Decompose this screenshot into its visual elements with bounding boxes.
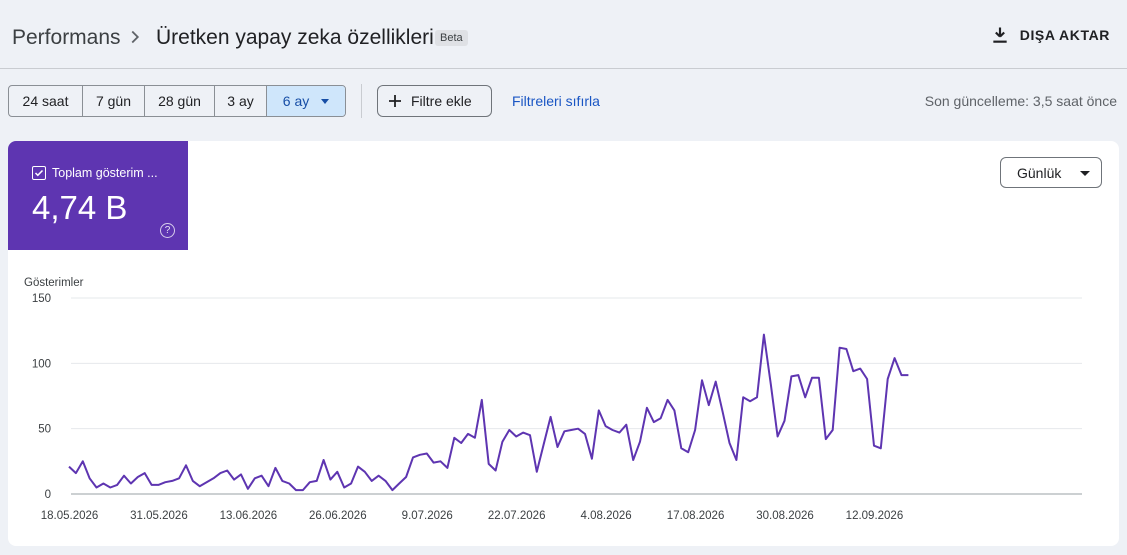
metric-label: Toplam gösterim ... xyxy=(52,166,158,180)
divider xyxy=(361,84,362,118)
last-updated-text: Son güncelleme: 3,5 saat önce xyxy=(924,93,1117,109)
export-label: DIŞA AKTAR xyxy=(1019,27,1110,43)
series-line xyxy=(68,333,909,492)
date-range-selector: 24 saat 7 gün 28 gün 3 ay 6 ay xyxy=(8,85,346,117)
x-tick-label: 13.06.2026 xyxy=(220,510,278,522)
range-label: 28 gün xyxy=(158,93,201,109)
page-header: Performans Üretken yapay zeka özellikler… xyxy=(0,0,1127,69)
page-title: Üretken yapay zeka özellikleri xyxy=(156,26,434,49)
range-24h[interactable]: 24 saat xyxy=(9,86,83,116)
y-axis-label: Gösterimler xyxy=(24,277,84,289)
breadcrumb-performance[interactable]: Performans xyxy=(12,26,121,49)
chevron-right-icon xyxy=(131,30,140,44)
beta-badge: Beta xyxy=(435,30,468,46)
range-7d[interactable]: 7 gün xyxy=(83,86,145,116)
add-filter-label: Filtre ekle xyxy=(411,93,472,109)
caret-down-icon xyxy=(1080,171,1090,176)
x-tick-label: 31.05.2026 xyxy=(130,510,188,522)
filter-bar: 24 saat 7 gün 28 gün 3 ay 6 ay Filtre ek… xyxy=(0,84,1127,118)
performance-card: Gösterimler 0 50 100 150 18.05.2026 31.05.2026… xyxy=(8,141,1119,546)
metric-value: 4,74 B xyxy=(32,189,128,226)
reset-filters-link[interactable]: Filtreleri sıfırla xyxy=(512,93,600,109)
checkbox-checked-icon[interactable] xyxy=(32,166,46,180)
y-tick-label: 100 xyxy=(32,358,51,370)
range-label: 24 saat xyxy=(22,93,69,109)
granularity-dropdown[interactable]: Günlük xyxy=(1000,157,1102,188)
range-28d[interactable]: 28 gün xyxy=(145,86,215,116)
range-3m[interactable]: 3 ay xyxy=(215,86,267,116)
granularity-label: Günlük xyxy=(1017,164,1062,181)
caret-down-icon xyxy=(321,98,330,104)
export-button[interactable]: DIŞA AKTAR xyxy=(990,25,1110,45)
range-label: 3 ay xyxy=(227,93,254,109)
x-tick-label: 12.09.2026 xyxy=(846,510,904,522)
y-tick-label: 150 xyxy=(32,293,51,305)
help-icon[interactable]: ? xyxy=(160,223,175,238)
y-tick-label: 50 xyxy=(38,424,51,436)
x-tick-label: 18.05.2026 xyxy=(41,510,99,522)
x-tick-label: 22.07.2026 xyxy=(488,510,546,522)
metric-total-impressions[interactable]: Toplam gösterim ... 4,74 B ? xyxy=(8,141,188,250)
download-icon xyxy=(993,27,1007,43)
y-tick-label: 0 xyxy=(45,489,51,501)
x-tick-label: 9.07.2026 xyxy=(402,510,453,522)
x-tick-label: 17.08.2026 xyxy=(667,510,725,522)
plus-icon xyxy=(389,95,401,107)
x-tick-label: 4.08.2026 xyxy=(581,510,632,522)
x-tick-label: 26.06.2026 xyxy=(309,510,367,522)
impressions-chart: Gösterimler 0 50 100 150 18.05.2026 31.05.2026… xyxy=(24,277,1082,522)
range-6m[interactable]: 6 ay xyxy=(267,86,345,116)
add-filter-button[interactable]: Filtre ekle xyxy=(377,85,492,117)
range-label: 7 gün xyxy=(95,93,132,109)
range-label: 6 ay xyxy=(282,93,310,109)
x-tick-label: 30.08.2026 xyxy=(756,510,814,522)
